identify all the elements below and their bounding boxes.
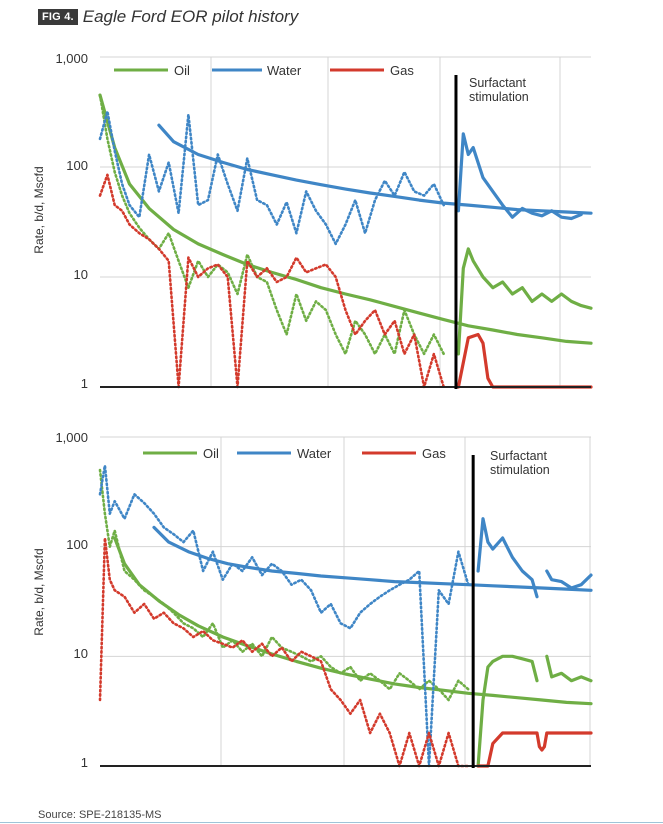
series-oil-solid-2: [456, 247, 593, 356]
series-water-solid-5: [456, 132, 583, 221]
source-note: Source: SPE-218135-MS: [38, 809, 162, 821]
legend-label-gas: Gas: [422, 446, 446, 461]
chart-bottom: Rate, b/d, Mscfd 1,000 100 10 1 Oil Wate…: [32, 430, 593, 770]
series-water-solid-4: [157, 123, 593, 215]
y-tick-label-100: 100: [66, 537, 88, 552]
y-tick-label-1: 1: [81, 376, 88, 391]
series-oil-dotted-0: [98, 468, 470, 702]
series-oil-solid-1: [113, 536, 593, 706]
event-label-line-2: stimulation: [469, 90, 529, 104]
y-tick-label-1000: 1,000: [55, 430, 88, 445]
gridlines: [100, 436, 591, 766]
legend: Oil Water Gas: [114, 63, 414, 78]
figure-badge: FIG 4.: [38, 9, 78, 25]
y-tick-label-10: 10: [74, 267, 88, 282]
event-label-line-1: Surfactant: [469, 76, 527, 90]
series-oil-dotted-0: [98, 93, 445, 356]
series-gas-dotted-6: [98, 536, 470, 768]
legend: Oil Water Gas: [143, 446, 446, 461]
series-oil-solid-1: [98, 93, 593, 345]
legend-label-water: Water: [267, 63, 302, 78]
event-annotation: Surfactant stimulation: [469, 76, 529, 104]
y-tick-label-10: 10: [74, 646, 88, 661]
chart-top: Rate, b/d, Mscfd 1,000 100 10 1 Oil Wate…: [32, 51, 593, 391]
series-water-solid-4: [152, 525, 593, 592]
event-annotation: Surfactant stimulation: [490, 449, 550, 477]
series-gas-dotted-6: [98, 173, 445, 389]
series-oil-solid-2: [476, 654, 593, 768]
bottom-divider: [0, 822, 663, 823]
y-axis-title: Rate, b/d, Mscfd: [32, 166, 46, 253]
series-gas-solid-7: [476, 731, 593, 768]
y-axis-title: Rate, b/d, Mscfd: [32, 548, 46, 635]
series-water-solid-5: [476, 517, 593, 599]
legend-label-water: Water: [297, 446, 332, 461]
y-tick-label-1000: 1,000: [55, 51, 88, 66]
y-tick-label-100: 100: [66, 158, 88, 173]
legend-label-oil: Oil: [203, 446, 219, 461]
legend-label-oil: Oil: [174, 63, 190, 78]
series-water-dotted-3: [98, 464, 470, 768]
event-label-line-2: stimulation: [490, 463, 550, 477]
y-tick-label-1: 1: [81, 755, 88, 770]
figure-title: Eagle Ford EOR pilot history: [82, 7, 299, 26]
event-label-line-1: Surfactant: [490, 449, 548, 463]
figure-header: FIG 4. Eagle Ford EOR pilot history: [38, 6, 298, 28]
gridlines: [100, 56, 591, 387]
legend-label-gas: Gas: [390, 63, 414, 78]
series-water-dotted-3: [98, 110, 445, 246]
